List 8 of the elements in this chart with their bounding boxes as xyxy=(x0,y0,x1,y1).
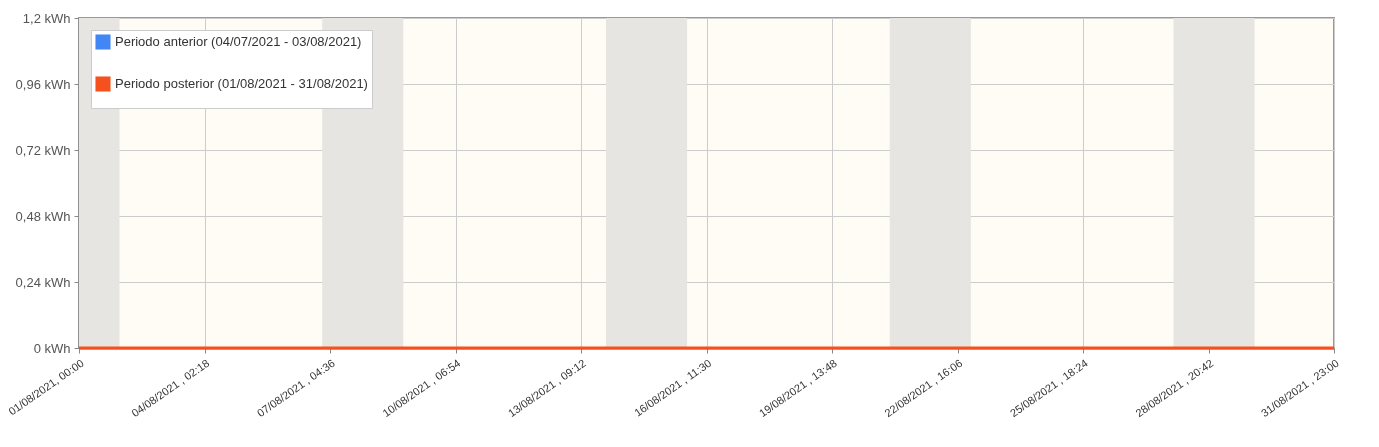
y-tick-label: 0,96 kWh xyxy=(15,76,71,92)
legend-label: Periodo posterior (01/08/2021 - 31/08/2021) xyxy=(115,76,368,91)
legend-label: Periodo anterior (04/07/2021 - 03/08/2021) xyxy=(115,34,362,49)
y-tick-label: 1,2 kWh xyxy=(22,10,71,26)
y-tick-label: 0,24 kWh xyxy=(15,274,71,290)
y-tick-label: 0 kWh xyxy=(33,340,71,356)
y-tick-label: 0,48 kWh xyxy=(15,208,71,224)
y-tick-label: 0,72 kWh xyxy=(15,142,71,158)
